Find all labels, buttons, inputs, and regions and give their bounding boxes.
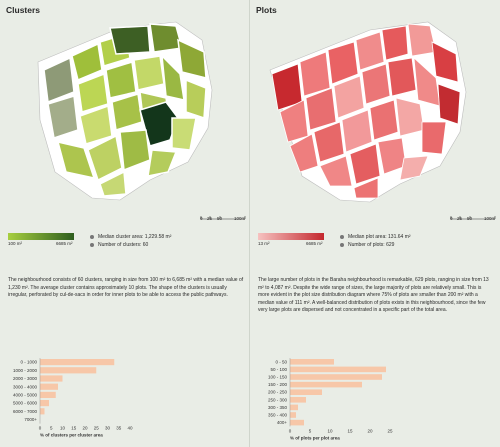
- category-tick-label: 150 - 200: [268, 382, 288, 387]
- bar: [40, 375, 63, 382]
- x-tick-label: 15: [347, 428, 353, 433]
- bar: [40, 367, 97, 374]
- clusters-panel: Clusters: [6, 5, 246, 438]
- bar: [40, 391, 56, 398]
- x-tick-label: 10: [60, 426, 66, 431]
- plots-panel: Plots: [250, 0, 500, 447]
- bar: [290, 419, 304, 426]
- scale-label: 100m: [484, 216, 496, 221]
- category-tick-label: 4000 - 5000: [13, 393, 38, 398]
- scale-label: 50: [217, 216, 223, 221]
- bar: [290, 374, 382, 380]
- category-tick-label: 6000 - 7000: [13, 409, 38, 414]
- x-tick-label: 20: [367, 428, 373, 433]
- plot-blocks: [271, 23, 461, 199]
- legend-min-label: 100 m²: [8, 241, 23, 246]
- bar: [290, 366, 386, 373]
- panel-divider: [249, 0, 250, 447]
- bar: [290, 404, 298, 411]
- cluster-blocks: [43, 23, 207, 197]
- clusters-map: [37, 21, 213, 201]
- median-plot-area: Median plot area: 131.64 m²: [348, 234, 411, 240]
- plots-histogram: 0 - 50 50 - 100 100 - 150 150 - 200 200 - 25…: [268, 358, 393, 440]
- scale-label: 25: [457, 216, 463, 221]
- plots-scale-bar: 0 25 50 100m: [450, 207, 496, 221]
- bullet-icon: [90, 243, 94, 247]
- x-tick-label: 25: [387, 428, 393, 433]
- x-tick-label: 15: [71, 426, 77, 431]
- category-tick-label: 50 - 100: [270, 367, 287, 372]
- category-tick-label: 250 - 300: [268, 397, 288, 402]
- plots-color-legend: [258, 233, 324, 240]
- bullet-icon: [90, 235, 94, 239]
- x-tick-label: 5: [50, 426, 53, 431]
- legend-max-label: 6685 m²: [306, 241, 323, 246]
- bar: [290, 381, 362, 388]
- x-tick-label: 40: [127, 426, 133, 431]
- x-axis-label: % of clusters per cluster area: [40, 433, 103, 438]
- bar: [290, 412, 296, 418]
- plots-stats: Median plot area: 131.64 m² Number of pl…: [340, 233, 411, 249]
- scale-label: 100m: [234, 216, 246, 221]
- scale-label: 0: [200, 216, 203, 221]
- x-tick-label: 0: [289, 428, 292, 433]
- number-of-plots: Number of plots: 629: [348, 242, 395, 248]
- category-tick-label: 0 - 1000: [20, 360, 37, 365]
- category-tick-label: 100 - 150: [268, 375, 288, 380]
- x-tick-label: 0: [39, 426, 42, 431]
- legend-min-label: 13 m²: [258, 241, 270, 246]
- plots-description: The large number of plots in the Baraha …: [258, 277, 489, 314]
- category-tick-label: 3000 - 4000: [13, 384, 38, 389]
- bar: [290, 389, 322, 395]
- category-tick-label: 5000 - 6000: [13, 401, 38, 406]
- category-tick-label: 300 - 350: [268, 405, 288, 410]
- scale-label: 50: [467, 216, 473, 221]
- x-tick-label: 30: [105, 426, 111, 431]
- x-tick-label: 35: [116, 426, 122, 431]
- clusters-stats: Median cluster area: 1,229.58 m² Number …: [90, 233, 171, 249]
- bar: [40, 383, 58, 390]
- bar: [290, 397, 306, 403]
- x-tick-label: 20: [82, 426, 88, 431]
- scale-label: 0: [450, 216, 453, 221]
- category-tick-label: 400+: [277, 420, 288, 425]
- plots-map: [269, 21, 467, 203]
- clusters-histogram: 0 - 1000 1000 - 2000 2000 - 3000 3000 - 400…: [13, 358, 133, 438]
- category-tick-label: 1000 - 2000: [13, 368, 38, 373]
- x-tick-label: 25: [94, 426, 100, 431]
- clusters-scale-bar: 0 25 50 100m: [200, 207, 246, 221]
- clusters-color-legend: [8, 233, 74, 240]
- median-cluster-area: Median cluster area: 1,229.58 m²: [98, 234, 172, 240]
- x-axis-label: % of plots per plot area: [290, 435, 340, 440]
- bar: [40, 359, 115, 366]
- category-tick-label: 350 - 400: [268, 413, 288, 418]
- category-tick-label: 2000 - 3000: [13, 376, 38, 381]
- bullet-icon: [340, 243, 344, 247]
- category-tick-label: 7000+: [24, 417, 37, 422]
- x-tick-label: 5: [309, 428, 312, 433]
- clusters-description: The neighbourhood consists of 60 cluster…: [8, 277, 244, 299]
- scale-label: 25: [207, 216, 213, 221]
- legend-max-label: 6685 m²: [56, 241, 73, 246]
- clusters-title: Clusters: [6, 5, 41, 15]
- plots-title: Plots: [256, 5, 277, 15]
- bullet-icon: [340, 235, 344, 239]
- category-tick-label: 200 - 250: [268, 390, 288, 395]
- bar: [40, 408, 45, 415]
- x-tick-label: 10: [327, 428, 333, 433]
- bar: [290, 359, 334, 365]
- number-of-clusters: Number of clusters: 60: [98, 242, 149, 248]
- bar: [40, 400, 49, 407]
- category-tick-label: 0 - 50: [275, 359, 287, 364]
